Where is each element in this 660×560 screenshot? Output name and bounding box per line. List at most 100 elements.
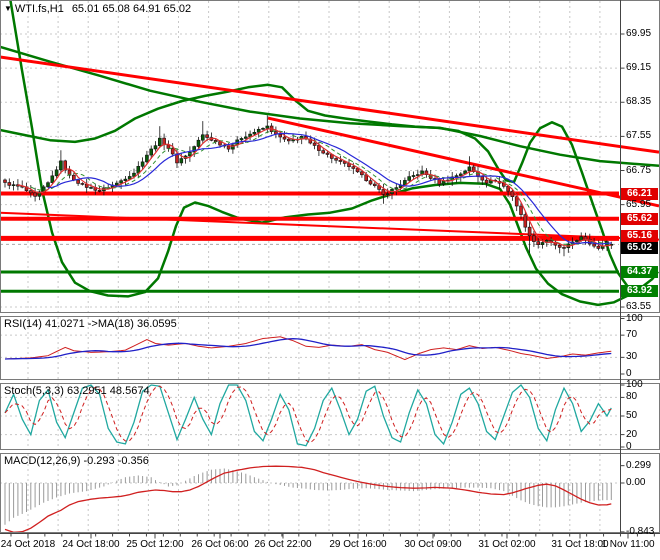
rsi-axis-label: 30	[626, 351, 638, 363]
candle-body	[424, 170, 429, 176]
macd-axis-label: 0.299	[626, 459, 652, 471]
stoch-axis-label: 80	[626, 391, 638, 403]
long-ma-descending-curve	[0, 45, 660, 168]
chart-title: ▼ WTI.fs,H1 65.01 65.08 64.91 65.02	[4, 3, 191, 15]
rsi-ma-line	[4, 338, 612, 360]
price-axis-label: 63.55	[626, 301, 652, 313]
candle-body	[360, 171, 364, 176]
candle-body	[170, 148, 175, 155]
candle-body	[312, 142, 317, 146]
candle-body	[145, 154, 149, 163]
candle-body	[484, 179, 489, 184]
time-axis-label: 31 Oct 02:00	[478, 539, 536, 550]
rsi-axis-label: 100	[626, 312, 643, 324]
candle-body	[179, 158, 184, 164]
trendline-1[interactable]	[0, 55, 660, 154]
rsi-axis-label: 70	[626, 329, 638, 341]
candle-body	[76, 179, 80, 184]
candle-body	[334, 158, 338, 161]
candle-body	[46, 182, 50, 188]
candle-body	[381, 189, 386, 195]
candle-body	[519, 205, 523, 215]
candle-body	[557, 244, 562, 248]
candle-body	[437, 179, 442, 185]
time-axis-label: 31 Oct 18:00	[551, 539, 609, 550]
price-axis-label: 65.95	[626, 198, 652, 210]
candle-body	[149, 148, 153, 156]
rsi-axis-label: 0	[626, 368, 632, 379]
candle-body	[282, 136, 287, 140]
rsi-indicator-label: RSI(14) 41.0271 ->MA(18) 36.0595	[4, 318, 177, 330]
candle-body	[592, 243, 596, 247]
price-axis-label: 68.35	[626, 96, 652, 108]
candle-body	[33, 192, 37, 197]
candle-body	[3, 179, 7, 183]
price-axis-label: 66.75	[626, 164, 652, 176]
candle-body	[28, 190, 33, 194]
ma-green-dashed	[30, 130, 612, 245]
candle-body	[527, 226, 532, 237]
candle-body	[596, 245, 601, 249]
candle-body	[158, 137, 162, 146]
candle-body	[407, 176, 412, 181]
candle-body	[351, 166, 356, 169]
candle-body	[286, 138, 291, 142]
time-axis-label: 24 Oct 2018	[0, 539, 56, 550]
price-axis-label: 67.55	[626, 130, 652, 142]
macd-axis-label: 0.00	[626, 477, 646, 488]
price-axis-label: 69.95	[626, 28, 652, 39]
price-badge-63.92: 63.92	[621, 285, 658, 298]
candle-body	[192, 146, 196, 153]
candle-body	[59, 160, 63, 171]
candle-body	[252, 132, 257, 135]
time-axis-label: 25 Oct 12:00	[126, 539, 184, 550]
candle-body	[201, 134, 205, 141]
candle-body	[575, 240, 579, 243]
candle-body	[72, 174, 76, 181]
candle-body	[325, 152, 330, 155]
candle-body	[231, 144, 235, 150]
price-badge-65.62: 65.62	[621, 212, 658, 225]
candle-body	[540, 242, 545, 245]
candle-body	[153, 145, 158, 150]
price-badge-65.16: 65.16	[621, 230, 658, 243]
price-badge-64.37: 64.37	[621, 266, 658, 279]
candle-body	[523, 214, 528, 228]
candle-body	[123, 178, 128, 181]
stoch-d-line	[4, 385, 612, 444]
symbol-ohlc-values: 65.01 65.08 64.91 65.02	[71, 3, 192, 15]
candle-body	[506, 186, 510, 192]
candle-body	[467, 166, 472, 172]
candle-body	[364, 174, 369, 181]
candle-body	[411, 175, 416, 177]
candle-body	[67, 169, 72, 176]
candle-body	[368, 180, 373, 185]
time-axis-label: 24 Oct 18:00	[62, 539, 120, 550]
time-axis-label: 29 Oct 16:00	[329, 539, 387, 550]
candle-body	[454, 175, 459, 178]
symbol-name: WTI.fs,H1	[14, 3, 64, 15]
candle-body	[37, 191, 42, 197]
candle-body	[132, 172, 136, 177]
trendline-2[interactable]	[267, 116, 660, 208]
candle-body	[119, 180, 123, 184]
price-axis-label: 69.15	[626, 62, 652, 74]
candle-body	[97, 189, 102, 192]
chart-shift-icon[interactable]: ▼	[4, 4, 12, 13]
candle-body	[11, 184, 16, 186]
candle-body	[244, 136, 248, 139]
candle-body	[355, 168, 360, 173]
price-badge-66.21: 66.21	[621, 187, 658, 200]
macd-signal-line	[4, 465, 612, 533]
candle-body	[89, 187, 93, 189]
candle-body	[196, 139, 201, 147]
candle-body	[562, 247, 566, 249]
candle-body	[317, 145, 321, 151]
ma-blue-slow	[47, 132, 612, 245]
macd-indicator-label: MACD(12,26,9) -0.293 -0.356	[4, 455, 149, 467]
candle-body	[480, 176, 485, 181]
candle-body	[7, 182, 12, 186]
